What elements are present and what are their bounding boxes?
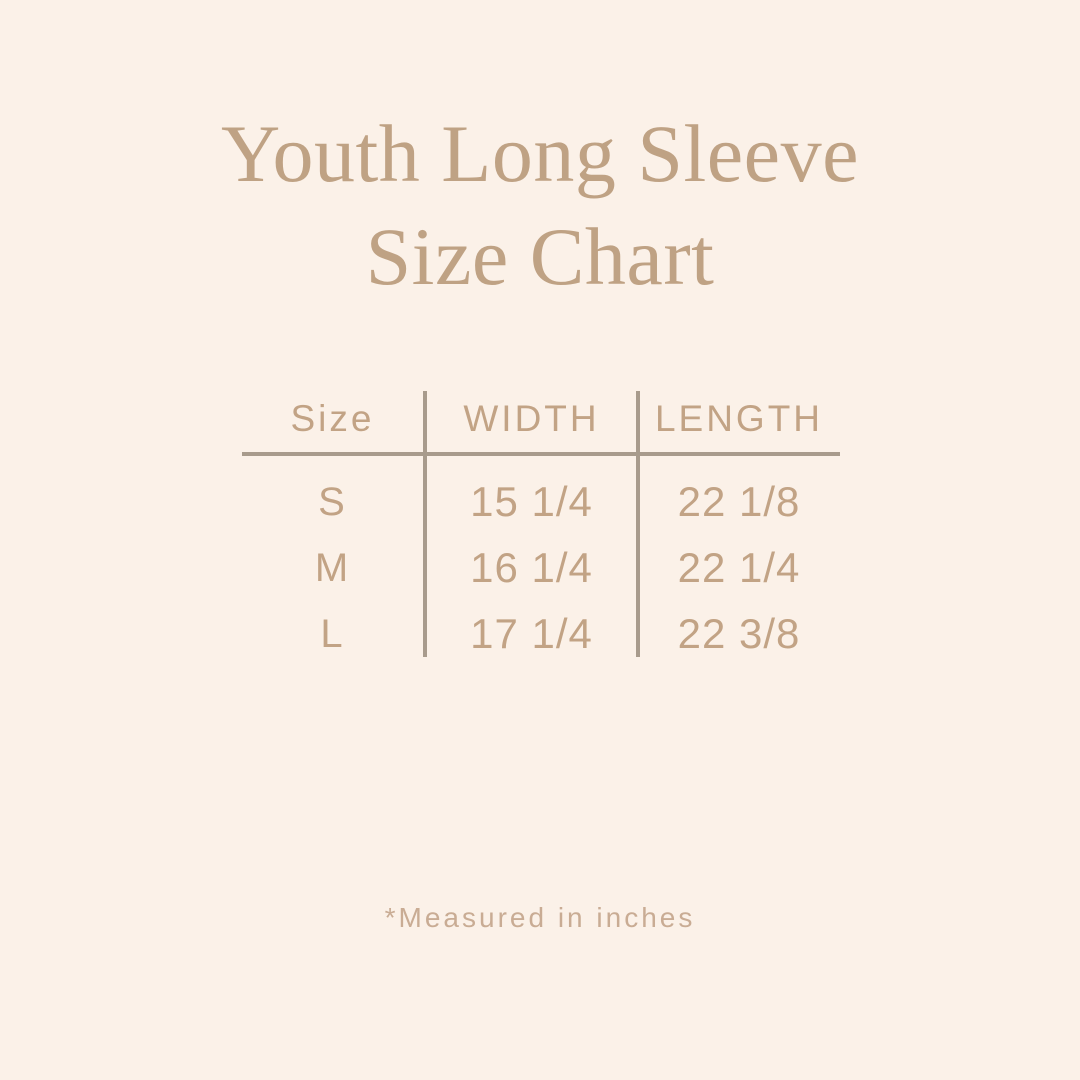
row-l-width: 17 1/4 (470, 610, 593, 657)
row-l-length: 22 3/8 (677, 610, 801, 657)
title-line-2: Size Chart (365, 211, 715, 302)
table-body: S 15 1/4 22 1/8 M 16 1/4 22 1/4 L 17 1/4… (240, 453, 840, 667)
size-table: Size WIDTH LENGTH S 15 1/4 22 1/8 M 16 1… (240, 385, 840, 670)
row-m-size: M (314, 545, 351, 590)
column-divider-2 (636, 391, 640, 657)
header-size: Size (290, 398, 375, 439)
measurement-footnote: *Measured in inches (384, 902, 696, 933)
header-underline (242, 452, 840, 456)
row-s-width: 15 1/4 (470, 478, 593, 525)
page-title: Youth Long Sleeve Size Chart (0, 102, 1080, 308)
title-line-1: Youth Long Sleeve (221, 108, 859, 199)
column-divider-1 (423, 391, 427, 657)
row-m-length: 22 1/4 (677, 544, 801, 591)
row-s-length: 22 1/8 (677, 478, 801, 525)
row-l-size: L (320, 611, 345, 656)
table-row-l: L 17 1/4 22 3/8 (240, 601, 840, 667)
row-m-width: 16 1/4 (470, 544, 593, 591)
table-header-row: Size WIDTH LENGTH (240, 385, 840, 453)
table-row-m: M 16 1/4 22 1/4 (240, 535, 840, 601)
table-row-s: S 15 1/4 22 1/8 (240, 469, 840, 535)
header-length: LENGTH (654, 398, 824, 439)
header-width: WIDTH (463, 398, 600, 439)
row-s-size: S (318, 479, 347, 524)
